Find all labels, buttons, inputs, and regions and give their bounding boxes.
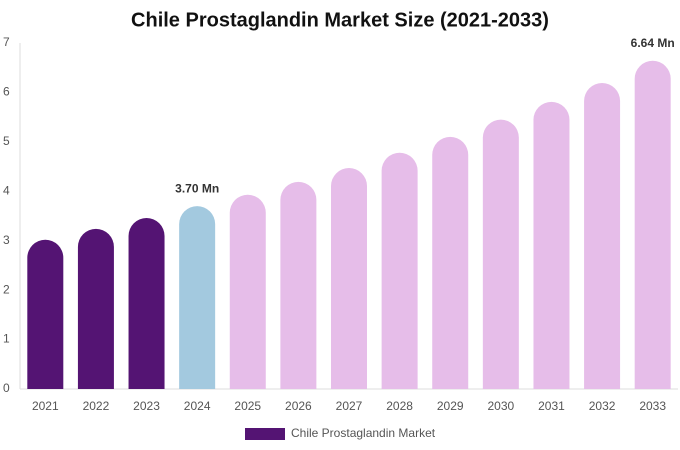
x-tick-label: 2023 [133, 399, 160, 413]
x-tick-label: 2029 [437, 399, 464, 413]
bar [533, 101, 570, 389]
x-tick-label: 2030 [487, 399, 514, 413]
y-tick-label: 1 [3, 332, 10, 346]
x-tick-label: 2028 [386, 399, 413, 413]
bar [584, 83, 621, 389]
bar [432, 136, 469, 389]
bar [179, 206, 216, 389]
y-tick-label: 5 [3, 134, 10, 148]
x-tick-label: 2032 [589, 399, 616, 413]
y-tick-label: 6 [3, 85, 10, 99]
y-tick-label: 3 [3, 233, 10, 247]
data-label: 3.70 Mn [175, 181, 219, 195]
x-tick-label: 2024 [184, 399, 211, 413]
x-tick-label: 2022 [83, 399, 110, 413]
x-tick-label: 2031 [538, 399, 565, 413]
bar [482, 119, 519, 389]
y-tick-label: 7 [3, 35, 10, 49]
bar [128, 217, 165, 389]
x-tick-label: 2021 [32, 399, 59, 413]
bar [331, 168, 367, 389]
chart-title: Chile Prostaglandin Market Size (2021-20… [131, 9, 549, 31]
x-tick-label: 2033 [639, 399, 666, 413]
legend-swatch [245, 428, 285, 440]
x-tick-label: 2025 [234, 399, 261, 413]
y-tick-label: 2 [3, 282, 10, 296]
bar [280, 181, 317, 389]
bar [77, 228, 114, 389]
bar [229, 194, 266, 389]
bar [381, 152, 418, 389]
x-tick-label: 2026 [285, 399, 312, 413]
x-tick-label: 2027 [336, 399, 363, 413]
bar [634, 60, 671, 390]
y-tick-label: 0 [3, 381, 10, 395]
bar [27, 239, 64, 389]
legend-label: Chile Prostaglandin Market [291, 426, 436, 440]
data-label: 6.64 Mn [631, 36, 675, 50]
y-tick-label: 4 [3, 183, 10, 197]
